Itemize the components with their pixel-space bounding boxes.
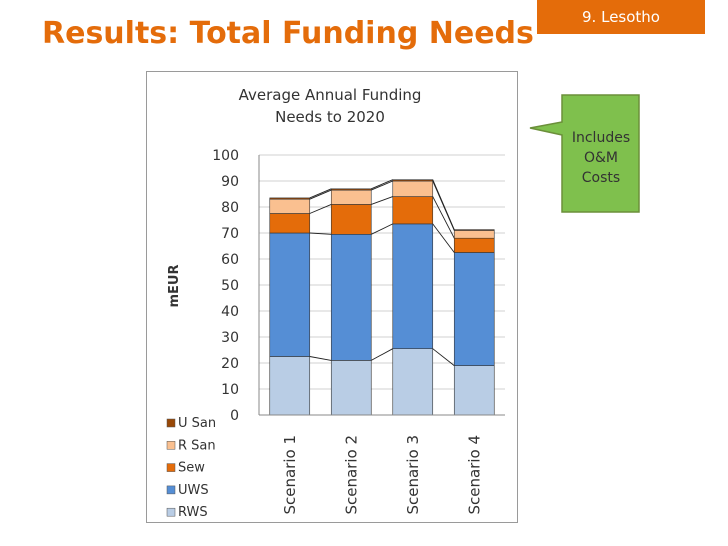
series-connector bbox=[309, 232, 332, 235]
y-tick-label: 40 bbox=[221, 304, 239, 320]
bar-r-san bbox=[269, 198, 311, 214]
bar-sew bbox=[330, 204, 372, 235]
bar-rws bbox=[392, 348, 434, 416]
series-connector bbox=[309, 203, 332, 214]
y-tick-label: 90 bbox=[221, 174, 239, 190]
callout-line-3: Costs bbox=[582, 170, 620, 186]
bar-r-san bbox=[392, 180, 434, 197]
bar-sew bbox=[269, 213, 311, 234]
series-connector bbox=[309, 356, 332, 361]
bar-sew bbox=[392, 196, 434, 225]
legend-label: RWS bbox=[178, 505, 208, 520]
funding-chart: Average Annual Funding Needs to 2020 mEU… bbox=[166, 86, 505, 520]
series-connector bbox=[371, 180, 393, 191]
series-connector bbox=[371, 223, 393, 235]
y-tick-label: 0 bbox=[230, 408, 239, 424]
bar-u-san bbox=[269, 197, 311, 200]
series-connector bbox=[371, 196, 393, 205]
series-connector bbox=[432, 179, 455, 230]
callout-shape bbox=[529, 94, 640, 213]
x-tick-label: Scenario 1 bbox=[281, 435, 299, 515]
bar-rws bbox=[269, 356, 311, 416]
legend-swatch bbox=[166, 418, 176, 428]
bar-u-san bbox=[392, 179, 434, 182]
legend-label: U San bbox=[178, 416, 216, 431]
section-tag: 9. Lesotho bbox=[537, 0, 705, 34]
series-connector bbox=[432, 348, 455, 366]
bar-uws bbox=[453, 252, 495, 366]
series-connector bbox=[432, 196, 455, 239]
series-connector bbox=[309, 188, 332, 199]
bar-rws bbox=[330, 360, 372, 416]
legend-swatch bbox=[166, 485, 176, 495]
bar-u-san bbox=[453, 229, 495, 231]
y-tick-label: 20 bbox=[221, 356, 239, 372]
series-connector bbox=[432, 223, 455, 253]
y-tick-label: 70 bbox=[221, 226, 239, 242]
x-tick-label: Scenario 4 bbox=[465, 435, 483, 515]
chart-container: Average Annual Funding Needs to 2020 mEU… bbox=[146, 71, 518, 523]
y-tick-label: 60 bbox=[221, 252, 239, 268]
bar-sew bbox=[453, 237, 495, 253]
x-tick-label: Scenario 3 bbox=[404, 435, 422, 515]
callout-line-2: O&M bbox=[584, 150, 618, 166]
y-tick-label: 80 bbox=[221, 200, 239, 216]
legend-swatch bbox=[166, 441, 176, 450]
bar-uws bbox=[330, 234, 372, 361]
y-tick-label: 50 bbox=[221, 278, 239, 294]
y-tick-label: 10 bbox=[221, 382, 239, 398]
bar-uws bbox=[269, 232, 311, 357]
callout-line-1: Includes bbox=[572, 130, 630, 146]
bar-uws bbox=[392, 223, 434, 349]
x-tick-label: Scenario 2 bbox=[342, 435, 360, 515]
series-connector bbox=[371, 179, 393, 190]
legend-label: Sew bbox=[178, 461, 205, 476]
legend-label: R San bbox=[178, 438, 216, 453]
legend-swatch bbox=[166, 463, 176, 472]
bar-r-san bbox=[453, 230, 495, 239]
chart-title-line-1: Average Annual Funding bbox=[239, 86, 422, 104]
slide-title: Results: Total Funding Needs bbox=[42, 16, 534, 51]
y-tick-label: 30 bbox=[221, 330, 239, 346]
series-connector bbox=[371, 348, 393, 361]
bar-u-san bbox=[330, 188, 372, 191]
legend-swatch bbox=[166, 507, 176, 517]
y-axis-label: mEUR bbox=[167, 265, 182, 308]
chart-title-line-2: Needs to 2020 bbox=[275, 108, 385, 126]
callout-box: Includes O&M Costs bbox=[529, 94, 640, 213]
bar-rws bbox=[453, 365, 495, 416]
y-tick-label: 100 bbox=[212, 148, 239, 164]
bar-r-san bbox=[330, 189, 372, 205]
series-connector bbox=[309, 189, 332, 200]
legend-label: UWS bbox=[178, 483, 209, 498]
